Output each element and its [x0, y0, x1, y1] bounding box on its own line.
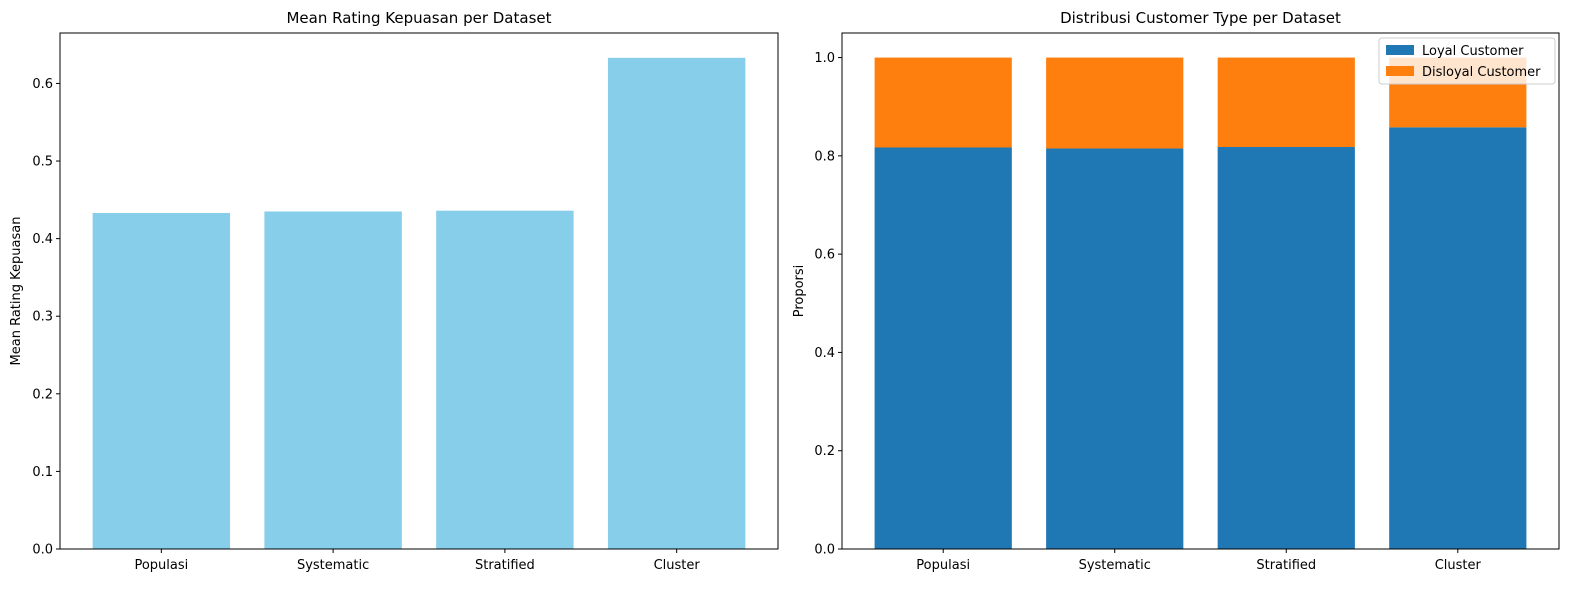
x-tick-label: Cluster — [654, 558, 701, 573]
bar-disloyal-customer-systematic — [1046, 57, 1184, 149]
chart-customer-type: Populasi Systematic Stratified Cluster 0.0 0.… — [792, 9, 1560, 573]
bar-loyal-customer-populasi — [874, 147, 1012, 549]
bar-loyal-customer-cluster — [1389, 127, 1527, 549]
bar-cluster — [607, 57, 746, 549]
legend-label: Disloyal Customer — [1422, 65, 1541, 80]
x-tick-label: Populasi — [134, 558, 188, 573]
x-tick-label: Stratified — [1256, 558, 1316, 573]
x-tick-label: Systematic — [1079, 558, 1151, 573]
y-tick-label: 0.1 — [32, 465, 53, 480]
bar-disloyal-customer-stratified — [1217, 57, 1355, 148]
y-tick-label: 0.4 — [32, 232, 53, 247]
legend-box — [1378, 37, 1556, 85]
y-tick-label: 0.2 — [32, 387, 53, 402]
bar-loyal-customer-stratified — [1217, 147, 1355, 549]
y-tick-label: 0.3 — [32, 310, 53, 325]
chart-title: Mean Rating Kepuasan per Dataset — [286, 9, 551, 27]
y-tick-label: 0.0 — [32, 543, 53, 558]
x-tick-label: Populasi — [916, 558, 970, 573]
y-axis-label: Mean Rating Kepuasan — [9, 217, 24, 366]
x-tick-label: Stratified — [475, 558, 535, 573]
plot-frame — [59, 32, 779, 550]
legend-swatch-disloyal-customer — [1386, 66, 1414, 76]
y-tick-label: 0.5 — [32, 155, 53, 170]
y-tick-label: 0.8 — [814, 149, 835, 164]
bar-loyal-customer-systematic — [1046, 148, 1184, 550]
y-tick-label: 0.2 — [814, 444, 835, 459]
bar-disloyal-customer-populasi — [874, 57, 1012, 148]
y-axis-label: Proporsi — [792, 265, 807, 318]
plot-frame — [841, 32, 1560, 550]
legend-label: Loyal Customer — [1422, 44, 1524, 59]
chart-title: Distribusi Customer Type per Dataset — [1060, 9, 1341, 27]
y-tick-label: 0.0 — [814, 543, 835, 558]
bar-systematic — [264, 211, 402, 549]
bar-populasi — [92, 213, 231, 549]
legend-swatch-loyal-customer — [1386, 45, 1414, 55]
x-tick-label: Cluster — [1435, 558, 1482, 573]
y-tick-label: 0.4 — [814, 346, 835, 361]
y-tick-label: 0.6 — [32, 77, 53, 92]
y-tick-label: 1.0 — [814, 51, 835, 66]
y-tick-label: 0.6 — [814, 248, 835, 263]
x-tick-label: Systematic — [297, 558, 369, 573]
chart-mean-rating: Populasi Systematic Stratified Cluster 0.0 0.… — [9, 9, 779, 573]
bar-stratified — [436, 210, 574, 549]
